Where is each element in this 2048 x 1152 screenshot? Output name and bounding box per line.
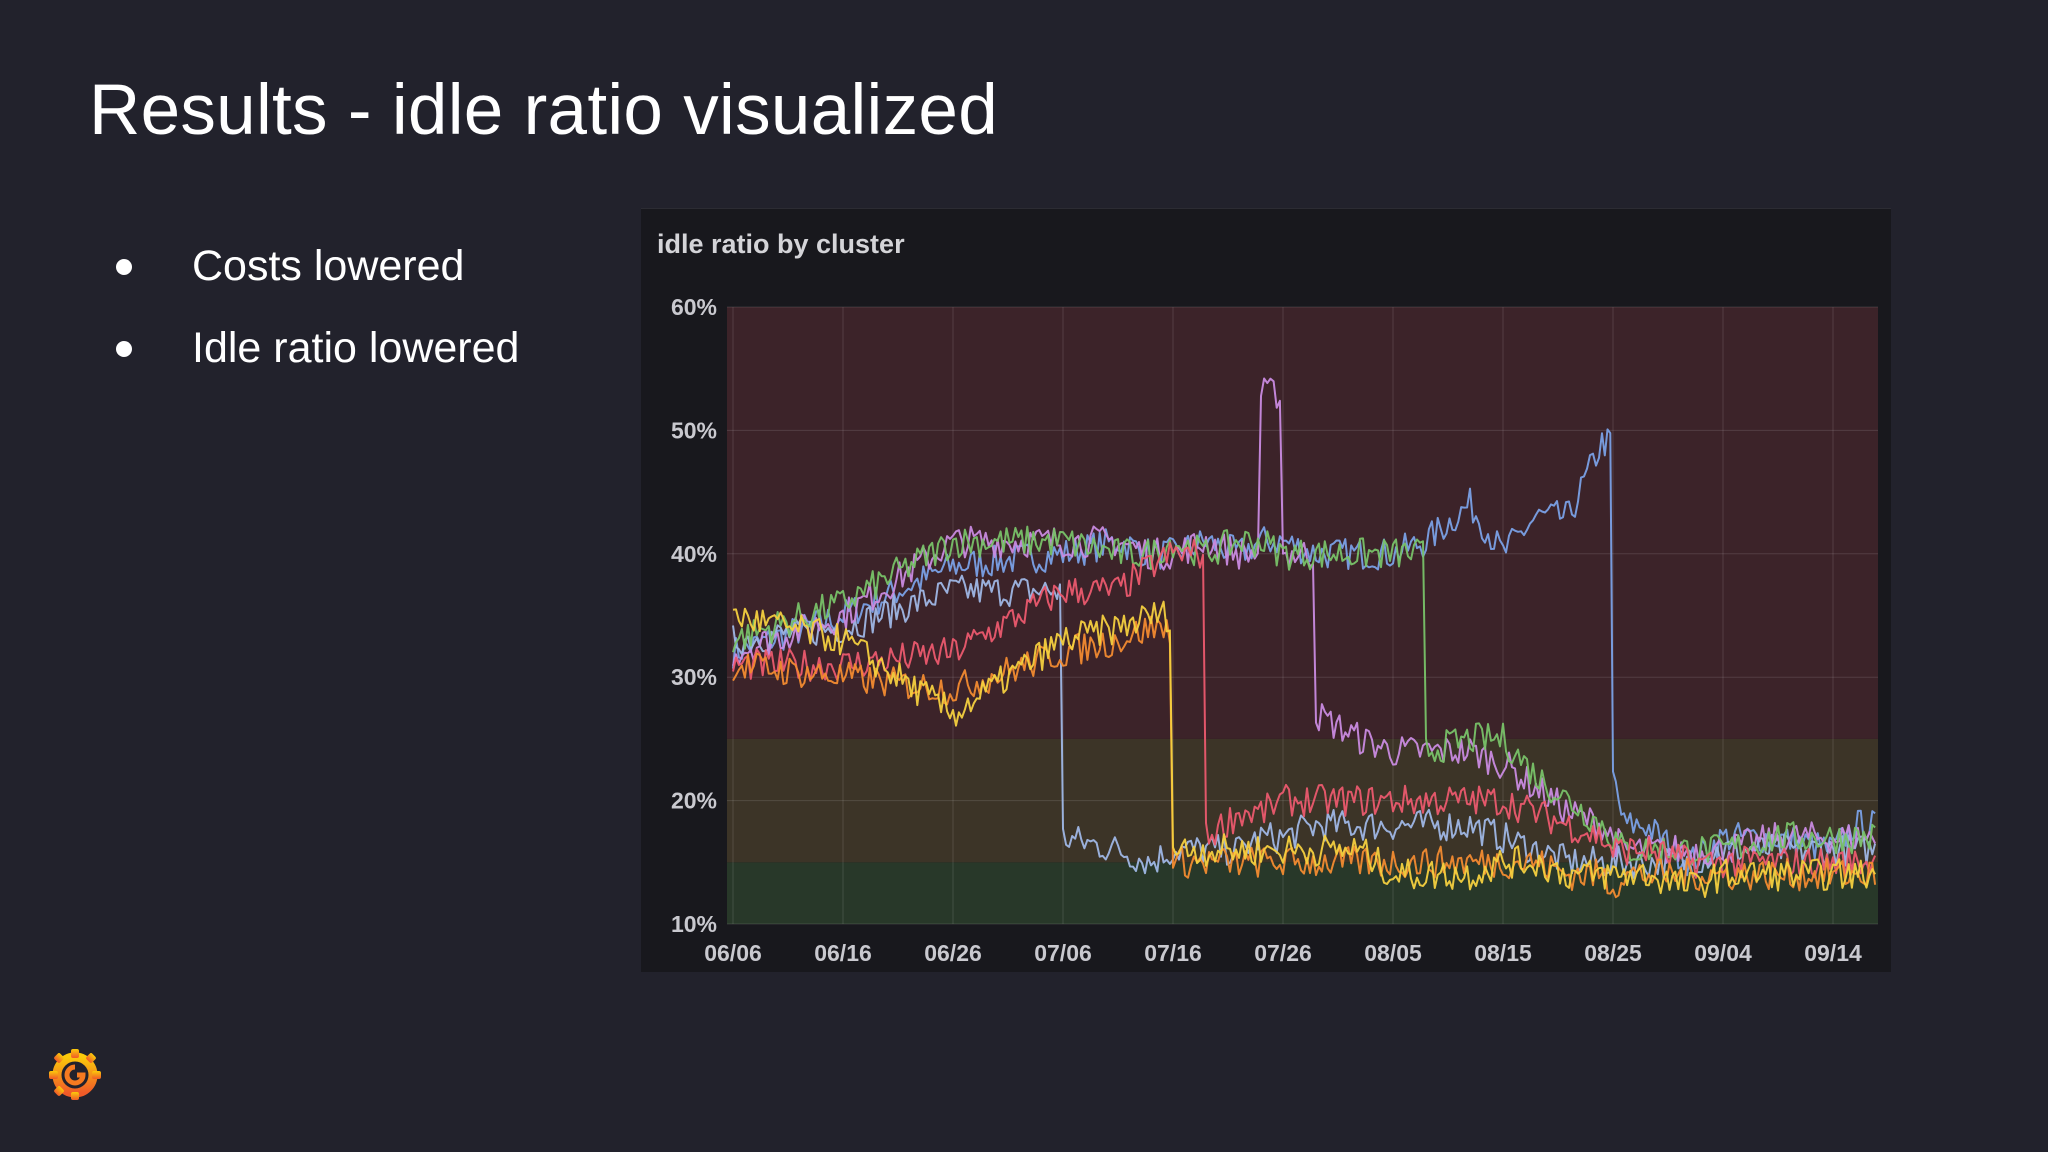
x-tick-label-2: 06/26 [924, 940, 982, 966]
chart-panel: idle ratio by cluster 10% 20% 30% 40% 50% 60%… [641, 208, 1891, 972]
bullet-item-idle-ratio: Idle ratio lowered [110, 307, 519, 389]
x-tick-label-4: 07/16 [1144, 940, 1202, 966]
y-axis-ticks: 10% 20% 30% 40% 50% 60% [671, 294, 717, 937]
chart-title: idle ratio by cluster [657, 229, 905, 259]
x-tick-label-6: 08/05 [1364, 940, 1422, 966]
bullet-list: Costs lowered Idle ratio lowered [110, 225, 519, 389]
x-tick-label-7: 08/15 [1474, 940, 1532, 966]
x-tick-label-1: 06/16 [814, 940, 872, 966]
bullet-item-costs: Costs lowered [110, 225, 519, 307]
slide-title: Results - idle ratio visualized [89, 71, 999, 150]
x-axis-ticks: 06/06 06/16 06/26 07/06 07/16 07/26 08/05 08/15… [704, 940, 1862, 966]
threshold-bands [727, 307, 1878, 924]
y-tick-label-0: 10% [671, 911, 717, 937]
series-lines [732, 377, 1877, 899]
x-tick-label-9: 09/04 [1694, 940, 1752, 966]
x-tick-label-0: 06/06 [704, 940, 762, 966]
x-tick-label-8: 08/25 [1584, 940, 1642, 966]
y-tick-label-3: 40% [671, 541, 717, 567]
x-tick-label-3: 07/06 [1034, 940, 1092, 966]
series-line-1 [732, 574, 1877, 879]
grafana-logo-icon [49, 1049, 101, 1100]
series-line-4 [732, 539, 1877, 879]
y-tick-label-4: 50% [671, 417, 717, 443]
y-tick-label-5: 60% [671, 294, 717, 320]
x-tick-label-5: 07/26 [1254, 940, 1312, 966]
y-tick-label-1: 20% [671, 788, 717, 814]
x-tick-label-10: 09/14 [1804, 940, 1862, 966]
series-line-3 [732, 525, 1876, 866]
y-tick-label-2: 30% [671, 664, 717, 690]
threshold-band-2 [727, 307, 1878, 739]
line-chart: 10%20%30%40%50%60% 06/06 06/16 06/26 07/06 0… [671, 294, 1878, 966]
series-line-6 [732, 600, 1876, 898]
